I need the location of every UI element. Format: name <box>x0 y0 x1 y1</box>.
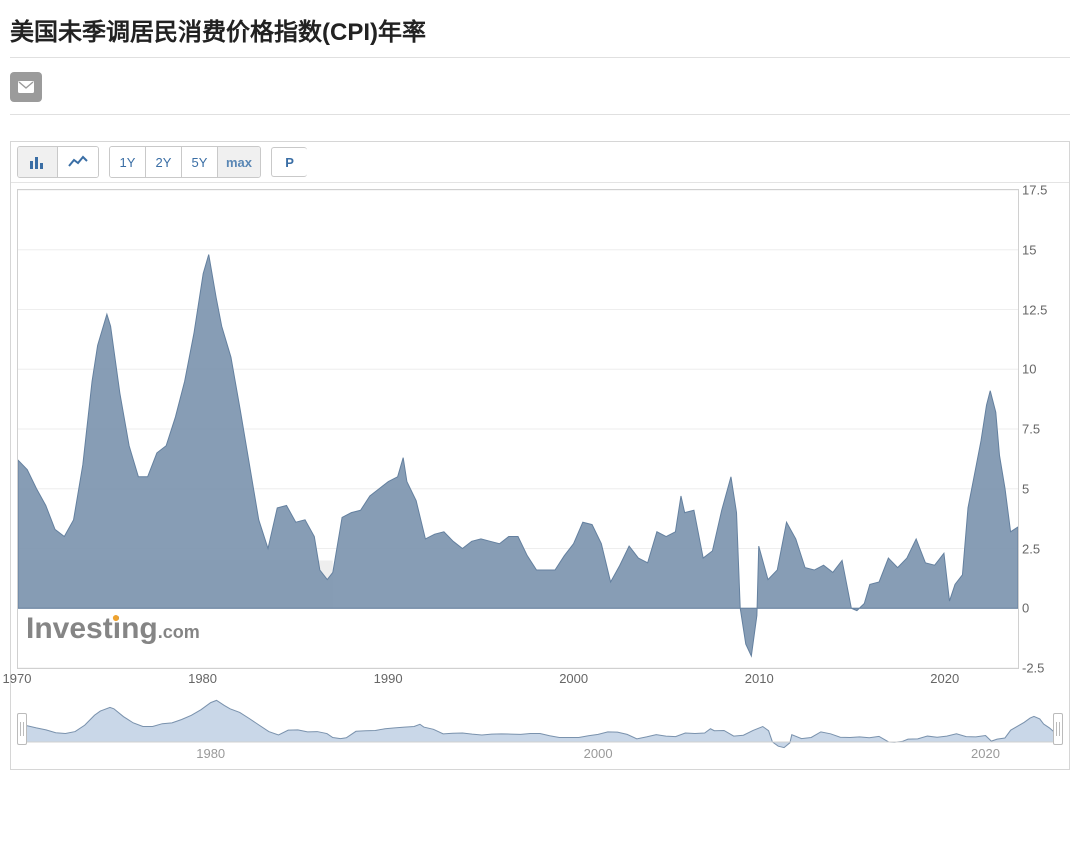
y-tick-label: 7.5 <box>1022 422 1040 437</box>
navigator-chart[interactable]: 1980 2000 2020 <box>17 697 1063 763</box>
y-tick-label: 15 <box>1022 242 1036 257</box>
y-tick-label: 2.5 <box>1022 541 1040 556</box>
navigator-wrap: 1980 2000 2020 <box>11 697 1069 769</box>
mail-icon <box>18 81 34 93</box>
page-root: 美国未季调居民消费价格指数(CPI)年率 <box>0 0 1080 778</box>
main-chart-svg <box>18 190 1018 668</box>
navigator-x-tick-label: 1980 <box>196 746 225 761</box>
main-plot-wrap: Investi●ng.com -2.502.557.51012.51517.5 … <box>11 183 1069 697</box>
x-tick-label: 2010 <box>745 671 774 686</box>
navigator-handle-right[interactable] <box>1053 713 1063 745</box>
chart-toolbar: 1Y 2Y 5Y max P <box>11 142 1069 183</box>
y-tick-label: 0 <box>1022 601 1029 616</box>
y-tick-label: 17.5 <box>1022 183 1047 198</box>
x-tick-label: 1970 <box>3 671 32 686</box>
bar-chart-button[interactable] <box>18 147 58 177</box>
line-chart-icon <box>68 155 88 169</box>
x-tick-label: 2000 <box>559 671 588 686</box>
navigator-x-tick-label: 2000 <box>584 746 613 761</box>
main-plot[interactable]: Investi●ng.com -2.502.557.51012.51517.5 <box>17 189 1019 669</box>
range-group: 1Y 2Y 5Y max <box>109 146 261 178</box>
x-tick-label: 1980 <box>188 671 217 686</box>
title-section: 美国未季调居民消费价格指数(CPI)年率 <box>10 8 1070 58</box>
line-chart-button[interactable] <box>58 147 98 177</box>
y-tick-label: 5 <box>1022 481 1029 496</box>
x-axis-labels: 197019801990200020102020 <box>17 671 1019 695</box>
range-max-button[interactable]: max <box>218 147 260 177</box>
navigator-x-tick-label: 2020 <box>971 746 1000 761</box>
y-axis-labels: -2.502.557.51012.51517.5 <box>1022 190 1062 668</box>
y-tick-label: 12.5 <box>1022 302 1047 317</box>
navigator-handle-left[interactable] <box>17 713 27 745</box>
range-5y-button[interactable]: 5Y <box>182 147 218 177</box>
page-title: 美国未季调居民消费价格指数(CPI)年率 <box>10 12 1070 47</box>
bar-chart-icon <box>29 155 47 169</box>
chart-type-group <box>17 146 99 178</box>
y-tick-label: 10 <box>1022 362 1036 377</box>
x-tick-label: 1990 <box>374 671 403 686</box>
navigator-svg <box>17 697 1063 763</box>
action-bar <box>10 58 1070 115</box>
range-2y-button[interactable]: 2Y <box>146 147 182 177</box>
range-1y-button[interactable]: 1Y <box>110 147 146 177</box>
y-tick-label: -2.5 <box>1022 661 1044 676</box>
chart-panel: 1Y 2Y 5Y max P Investi●ng.com -2.502.557… <box>10 141 1070 770</box>
p-button[interactable]: P <box>271 147 307 177</box>
x-tick-label: 2020 <box>930 671 959 686</box>
mail-button[interactable] <box>10 72 42 102</box>
